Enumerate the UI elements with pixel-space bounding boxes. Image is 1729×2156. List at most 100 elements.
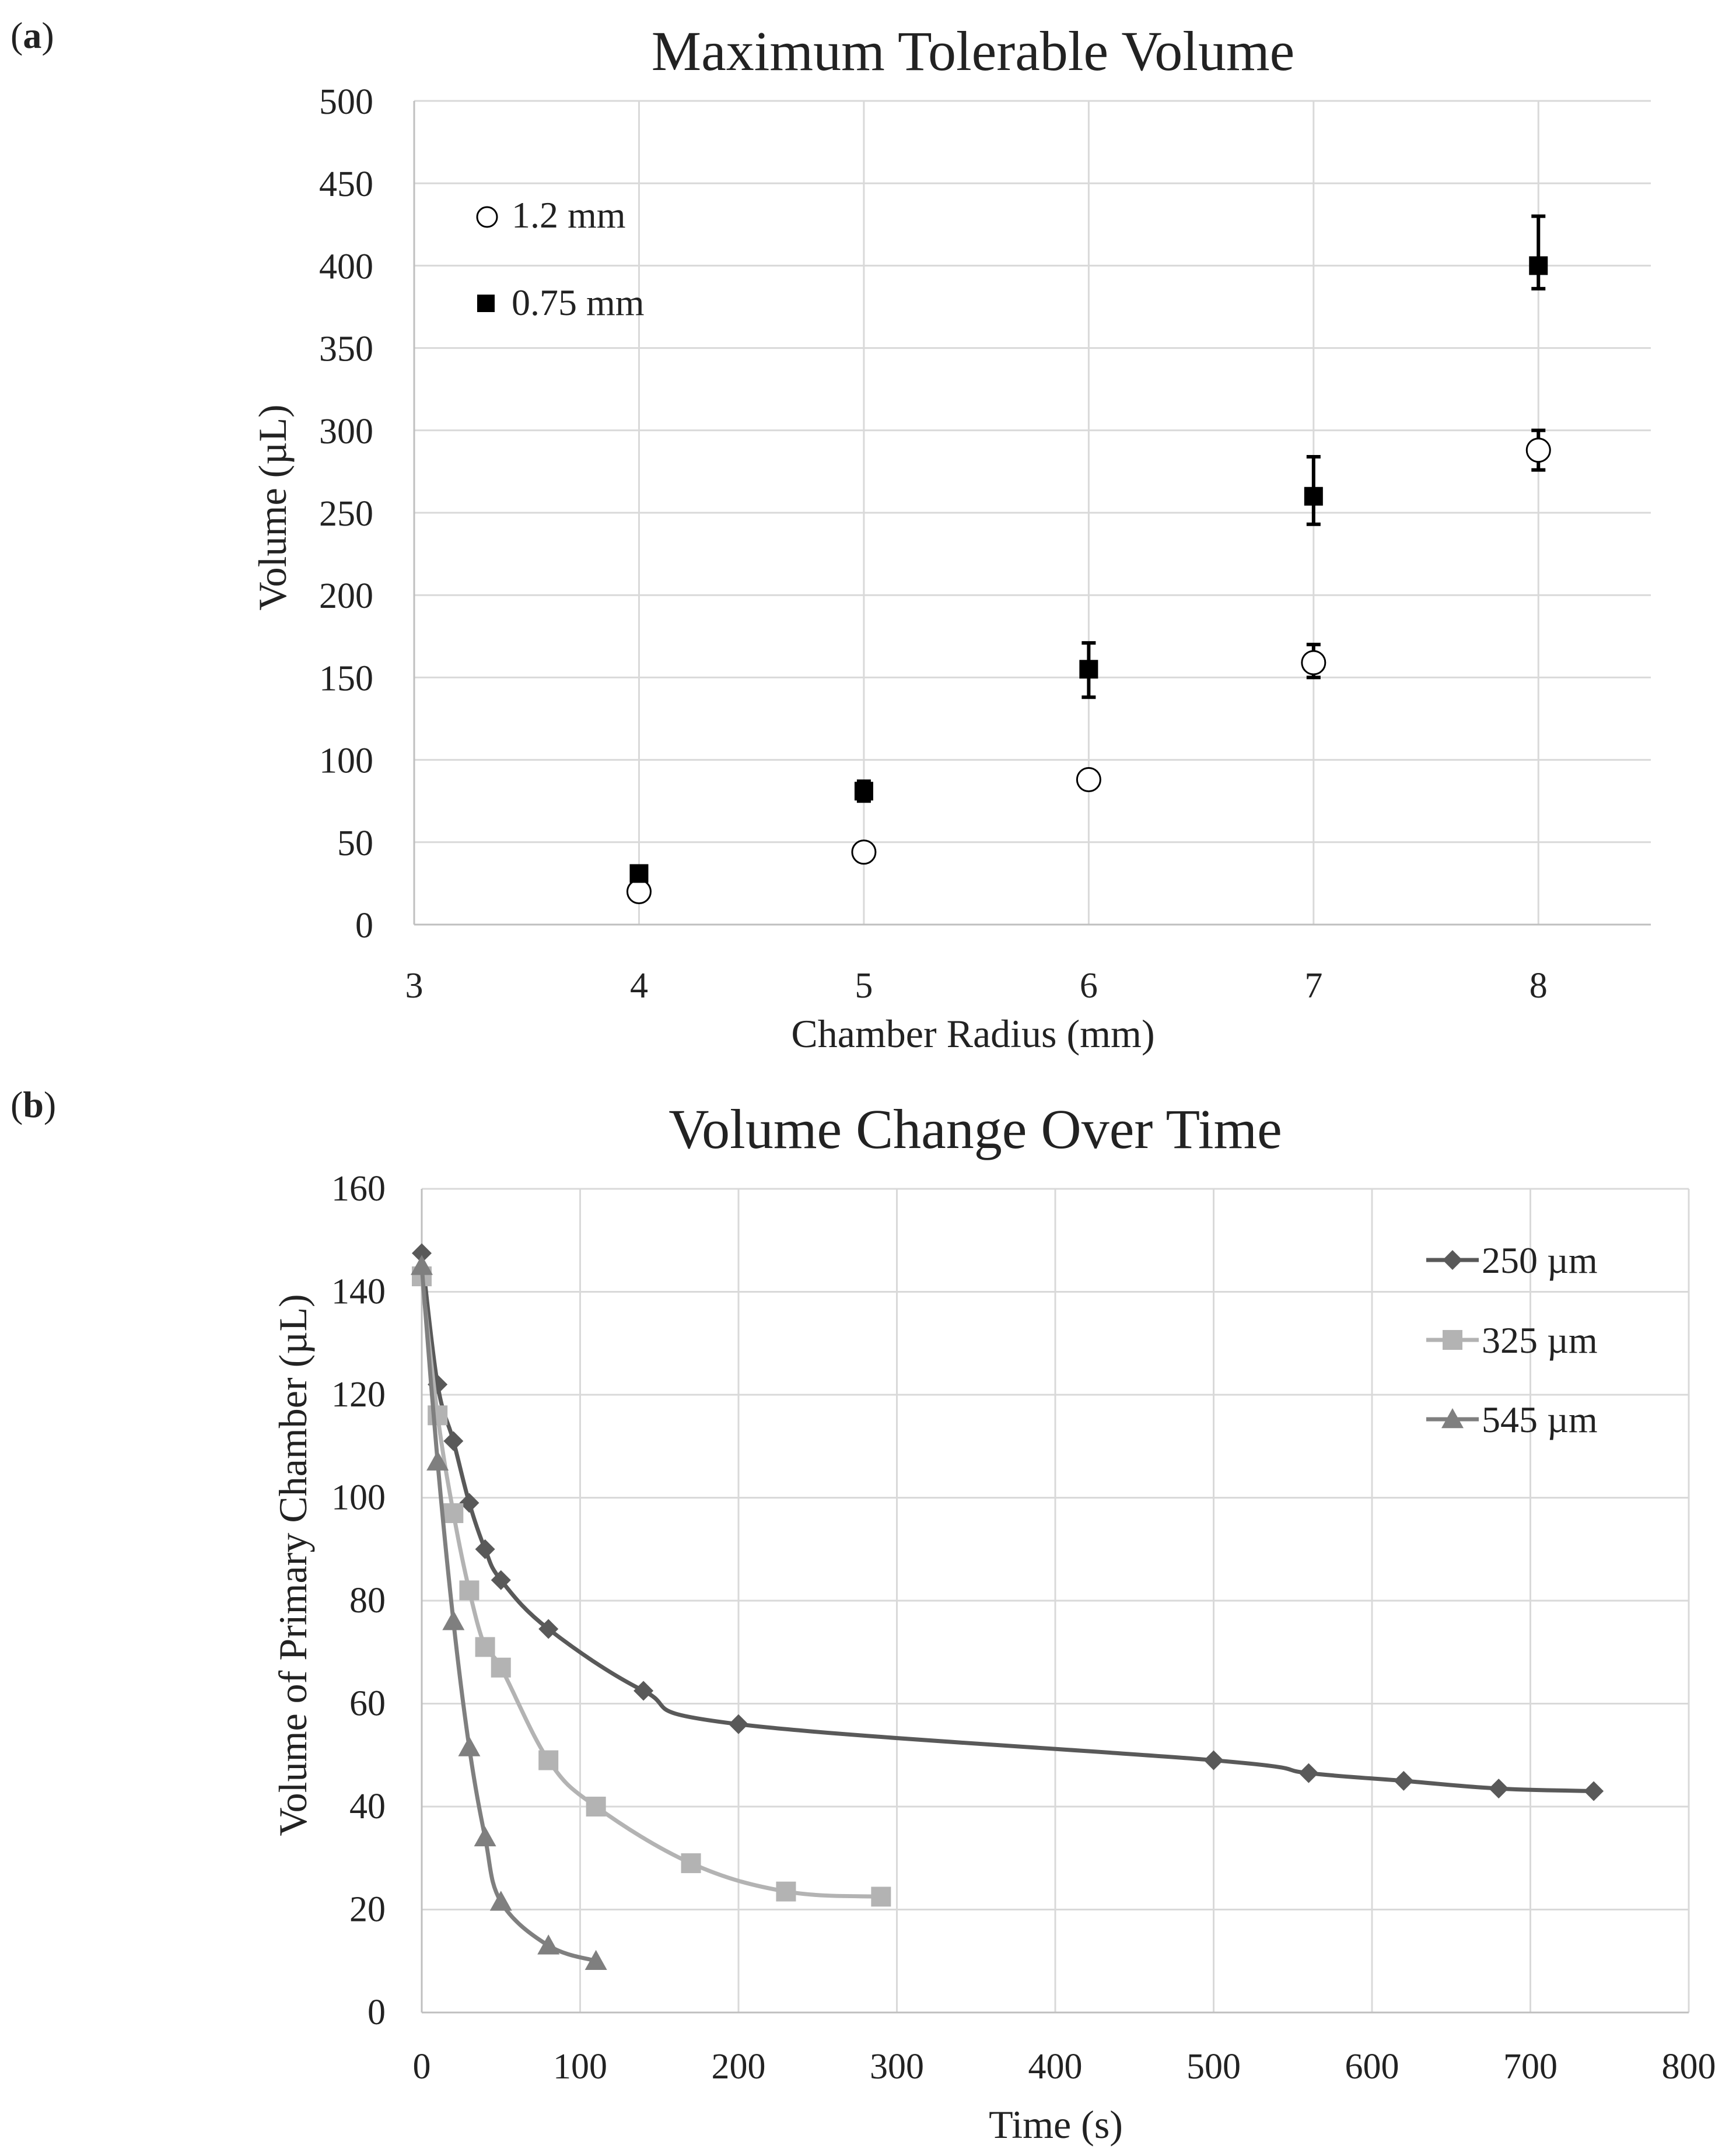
point-545um xyxy=(442,1610,465,1630)
panel-a-chart: (a) Maximum Tolerable Volume 3 4 5 6 7 8 0 50 1… xyxy=(10,15,1651,1056)
line-250um xyxy=(419,1252,1594,1794)
legend-marker-325um xyxy=(1443,1330,1462,1350)
point-250um xyxy=(459,1493,480,1513)
point-325um xyxy=(443,1503,464,1523)
panel-a-y-tick-label: 50 xyxy=(337,824,373,863)
panel-b-y-tick-label: 140 xyxy=(331,1272,386,1312)
panel-a-x-tick-label: 5 xyxy=(855,966,873,1006)
panel-b-x-tick-label: 600 xyxy=(1345,2047,1399,2087)
panel-a-x-axis-label: Chamber Radius (mm) xyxy=(791,1012,1154,1056)
panel-a-y-tick-label: 350 xyxy=(319,330,373,369)
panel-b-y-axis-label: Volume of Primary Chamber (µL) xyxy=(271,1294,315,1836)
legend-marker-250um xyxy=(1443,1250,1462,1270)
panel-b-y-ticks: 0 20 40 60 80 100 120 140 160 xyxy=(331,1169,386,2032)
point-0-75mm xyxy=(1529,256,1548,275)
panel-a-y-tick-label: 500 xyxy=(319,82,373,122)
panel-a-y-tick-label: 100 xyxy=(319,741,373,781)
point-250um xyxy=(412,1243,432,1264)
panel-b-legend: 250 µm 325 µm 545 µm xyxy=(1426,1240,1598,1440)
panel-b-y-tick-label: 60 xyxy=(349,1684,386,1724)
panel-b-series xyxy=(411,1243,1604,1970)
point-325um xyxy=(491,1657,511,1678)
panel-b-x-tick-label: 100 xyxy=(553,2047,607,2087)
point-325um xyxy=(475,1637,495,1657)
point-1-2mm xyxy=(1525,438,1551,463)
series-545um xyxy=(411,1255,607,1970)
point-545um xyxy=(426,1450,449,1471)
point-545um xyxy=(584,1950,607,1970)
point-325um xyxy=(538,1750,559,1770)
point-250um xyxy=(1394,1770,1414,1791)
point-545um xyxy=(411,1255,433,1275)
panel-b-y-tick-label: 40 xyxy=(349,1787,386,1826)
point-250um xyxy=(1584,1781,1604,1801)
series-325um xyxy=(412,1266,891,1907)
panel-a-y-tick-label: 450 xyxy=(319,164,373,204)
point-250um xyxy=(1203,1750,1224,1770)
line-325um xyxy=(419,1276,881,1899)
point-1-2mm xyxy=(1076,766,1101,792)
panel-a-y-tick-label: 0 xyxy=(355,906,373,946)
legend-label-545um: 545 µm xyxy=(1482,1399,1598,1440)
point-0-75mm xyxy=(854,782,873,801)
point-325um xyxy=(776,1881,796,1902)
panel-b-y-tick-label: 0 xyxy=(368,1993,386,2032)
point-250um xyxy=(729,1714,748,1734)
point-325um xyxy=(586,1797,606,1817)
point-0-75mm xyxy=(1079,660,1098,679)
point-250um xyxy=(538,1619,559,1639)
panel-a-y-tick-label: 400 xyxy=(319,247,373,286)
panel-a-title: Maximum Tolerable Volume xyxy=(652,20,1295,82)
point-325um xyxy=(681,1853,701,1874)
panel-b-x-tick-label: 500 xyxy=(1186,2047,1241,2087)
point-545um xyxy=(537,1934,560,1955)
point-325um xyxy=(871,1887,891,1907)
legend-marker-1-2mm xyxy=(476,206,498,228)
point-250um xyxy=(1298,1763,1319,1783)
panel-b-x-tick-label: 400 xyxy=(1028,2047,1083,2087)
panel-b-y-tick-label: 120 xyxy=(331,1375,386,1415)
point-250um xyxy=(443,1431,464,1451)
panel-b-y-tick-label: 100 xyxy=(331,1478,386,1518)
point-0-75mm xyxy=(1304,487,1323,506)
panel-b-x-tick-label: 200 xyxy=(712,2047,766,2087)
panel-b-x-axis-label: Time (s) xyxy=(989,2102,1123,2147)
legend-label-325um: 325 µm xyxy=(1482,1320,1598,1361)
point-250um xyxy=(634,1681,654,1701)
panel-b-x-tick-label: 0 xyxy=(413,2047,431,2087)
point-250um xyxy=(475,1539,495,1559)
point-545um xyxy=(489,1891,512,1911)
point-325um xyxy=(459,1580,480,1601)
legend-label-1-2mm: 1.2 mm xyxy=(512,194,626,236)
panel-b-y-tick-label: 80 xyxy=(349,1581,386,1620)
panel-a-x-tick-label: 3 xyxy=(405,966,424,1006)
point-1-2mm xyxy=(626,879,652,905)
point-545um xyxy=(458,1736,481,1756)
panel-a-x-tick-label: 6 xyxy=(1080,966,1098,1006)
panel-a-y-tick-label: 250 xyxy=(319,494,373,534)
panel-b-y-tick-label: 20 xyxy=(349,1890,386,1930)
panel-b-x-tick-label: 800 xyxy=(1662,2047,1716,2087)
point-545um xyxy=(474,1826,496,1847)
legend-label-250um: 250 µm xyxy=(1482,1240,1598,1281)
panel-a-x-ticks: 3 4 5 6 7 8 xyxy=(405,966,1548,1006)
panel-b-label: (b) xyxy=(10,1084,56,1125)
panel-b-chart: (b) Volume Change Over Time 0 100 200 300 40… xyxy=(10,1084,1716,2147)
legend-marker-545um xyxy=(1441,1408,1464,1429)
point-1-2mm xyxy=(1301,650,1326,676)
panel-b-x-tick-label: 700 xyxy=(1503,2047,1558,2087)
panel-b-gridlines xyxy=(421,1188,1690,2014)
panel-b-y-tick-label: 160 xyxy=(331,1169,386,1209)
point-250um xyxy=(1489,1779,1509,1799)
panel-a-y-ticks: 0 50 100 150 200 250 300 350 400 450 500 xyxy=(319,82,373,946)
point-325um xyxy=(428,1405,448,1426)
panel-b-x-tick-label: 300 xyxy=(870,2047,924,2087)
panel-b-x-ticks: 0 100 200 300 400 500 600 700 800 xyxy=(413,2047,1716,2087)
legend-label-0-75mm: 0.75 mm xyxy=(512,282,645,323)
legend-marker-0-75mm xyxy=(477,295,495,312)
line-545um xyxy=(419,1266,597,1964)
panel-a-y-tick-label: 150 xyxy=(319,659,373,698)
panel-a-x-tick-label: 8 xyxy=(1530,966,1548,1006)
panel-a-x-tick-label: 4 xyxy=(630,966,648,1006)
